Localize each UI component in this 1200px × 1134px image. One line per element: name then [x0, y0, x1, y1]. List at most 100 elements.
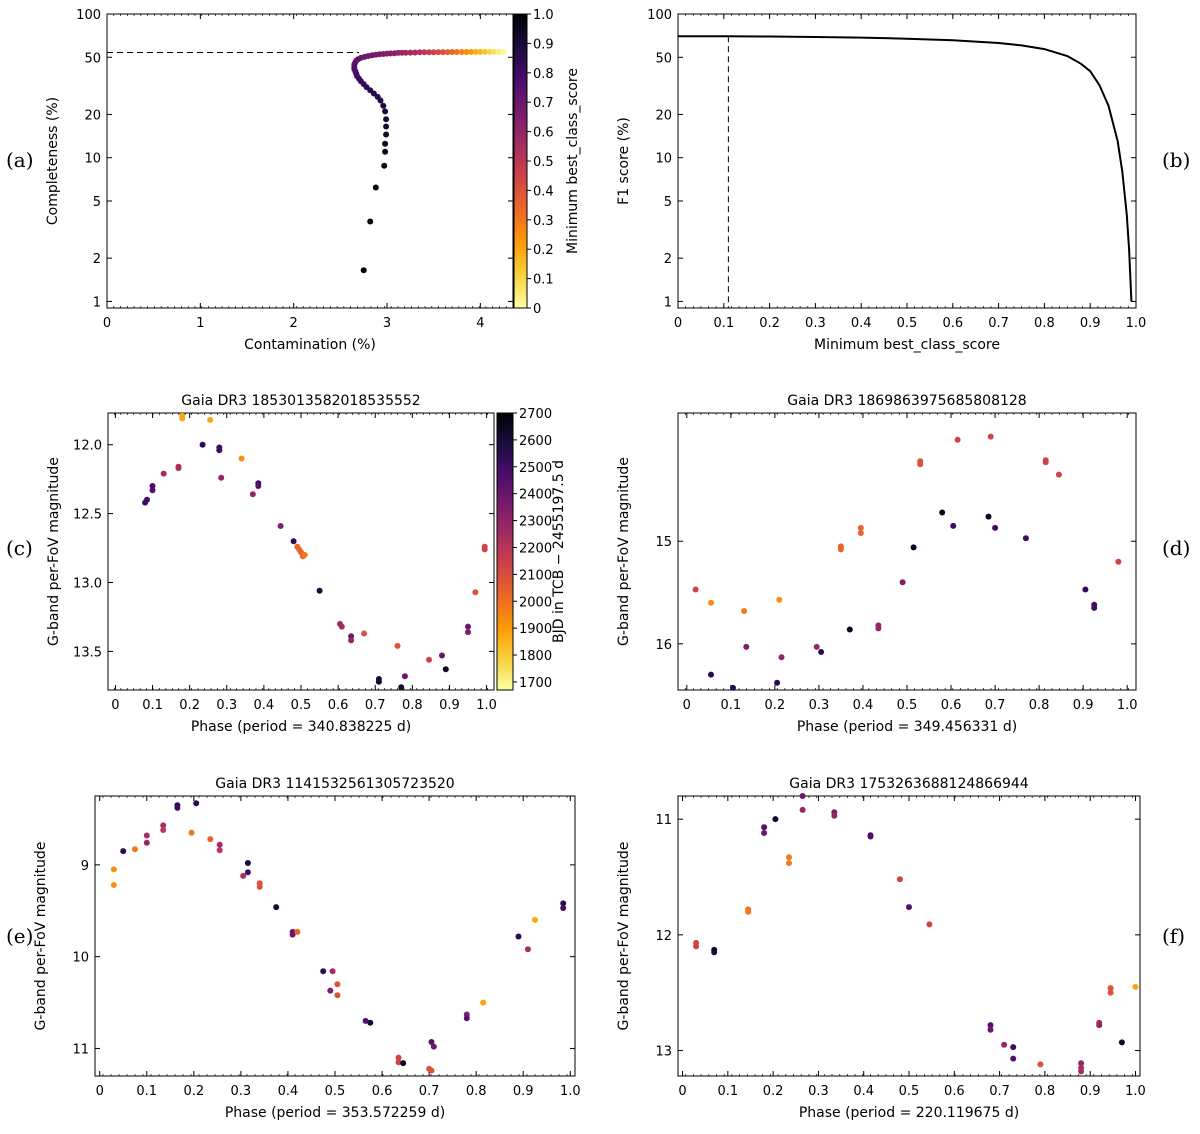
y-tick-label: 5	[664, 195, 672, 210]
x-tick-label: 0.8	[466, 1084, 487, 1099]
chart-e: 0 0.1 0.2 0.3 0.4 0.5 0.6 0.7 0.8 0.9 1.0 9 10 11 Phas…	[33, 776, 581, 1121]
y-axis-label: Completeness (%)	[45, 97, 61, 225]
data-point	[910, 544, 917, 551]
data-point	[708, 671, 714, 678]
data-point	[329, 968, 336, 975]
data-point	[778, 654, 785, 661]
data-point	[857, 530, 864, 536]
data-point	[463, 49, 470, 55]
data-point	[831, 812, 838, 819]
data-point	[515, 933, 522, 940]
x-tick-label: 0.4	[853, 698, 874, 713]
data-point	[1001, 1041, 1008, 1048]
data-point	[362, 1017, 369, 1024]
y-tick-label: 11	[655, 813, 672, 828]
data-point	[837, 546, 844, 553]
x-tick-label: 2	[290, 316, 298, 331]
x-tick-label: 0.2	[183, 1084, 204, 1099]
data-point	[207, 836, 214, 843]
data-point	[987, 433, 994, 440]
data-point	[218, 474, 225, 481]
data-point	[439, 652, 445, 659]
y-tick-label: 1	[664, 295, 672, 310]
x-tick-label: 0.6	[944, 1084, 965, 1099]
data-point	[711, 949, 718, 956]
data-point	[238, 455, 245, 462]
data-point	[857, 524, 864, 531]
data-point	[199, 441, 206, 448]
chart-c: 0 0.1 0.2 0.3 0.4 0.5 0.6 0.7 0.8 0.9 1.0 12.0 12.5 1…	[46, 393, 567, 735]
data-point	[449, 49, 456, 55]
data-point	[444, 49, 451, 56]
data-point	[361, 630, 368, 637]
x-tick-label: 0.7	[989, 1084, 1010, 1099]
colorbar-tick-label: 2200	[519, 541, 552, 556]
data-point	[143, 839, 150, 846]
x-tick-label: 0.7	[985, 698, 1006, 713]
x-tick-label: 1.0	[1125, 1084, 1146, 1099]
y-tick-label: 13.5	[73, 645, 102, 660]
data-point	[524, 946, 531, 953]
y-tick-label: 10	[84, 152, 101, 167]
data-point	[395, 1054, 402, 1061]
x-tick-label: 0.2	[179, 698, 200, 713]
x-tick-label: 1.0	[560, 1084, 581, 1099]
data-point	[987, 1022, 994, 1029]
x-tick-label: 0.3	[231, 1084, 252, 1099]
data-point	[381, 162, 388, 169]
data-point	[372, 184, 379, 191]
colorbar-tick-label: 2600	[519, 434, 552, 449]
data-point	[255, 483, 262, 489]
data-point	[1115, 558, 1122, 565]
data-point	[316, 587, 323, 594]
x-tick-label: 0.8	[1035, 1084, 1056, 1099]
y-axis-label: F1 score (%)	[616, 117, 632, 205]
data-point	[1132, 983, 1139, 990]
data-point	[896, 876, 903, 883]
data-point	[120, 848, 127, 855]
data-point	[1055, 471, 1062, 478]
data-point	[416, 49, 423, 56]
data-point	[496, 48, 502, 55]
data-point	[143, 832, 150, 839]
y-tick-label: 12.0	[73, 439, 102, 454]
data-point	[776, 596, 783, 603]
data-point	[906, 904, 912, 911]
y-tick-label: 1	[93, 295, 101, 310]
y-tick-label: 50	[84, 51, 101, 66]
x-tick-label: 0.6	[328, 698, 349, 713]
data-point	[1078, 1060, 1085, 1067]
colorbar-tick-label: 0.9	[533, 37, 554, 52]
y-tick-label: 10	[655, 152, 672, 167]
panel-label-f: (f)	[1162, 924, 1185, 948]
x-tick-label: 0.5	[291, 698, 312, 713]
data-point	[465, 629, 471, 636]
data-point	[407, 49, 414, 56]
data-point	[1107, 985, 1114, 992]
x-tick-label: 0	[111, 698, 119, 713]
data-point	[207, 416, 214, 423]
data-point	[813, 643, 820, 650]
x-tick-label: 1.0	[1117, 698, 1138, 713]
plot-frame	[106, 13, 514, 309]
chart-title: Gaia DR3 1853013582018535552	[181, 393, 420, 409]
data-point	[301, 551, 308, 558]
x-tick-label: 0.4	[254, 698, 275, 713]
x-tick-label: 0.9	[513, 1084, 534, 1099]
x-tick-label: 0.9	[1073, 698, 1094, 713]
data-point	[289, 931, 296, 938]
x-tick-label: 0.6	[372, 1084, 393, 1099]
y-tick-label: 100	[76, 8, 101, 23]
data-point	[360, 267, 367, 274]
colorbar-tick-label: 0	[533, 302, 541, 317]
x-tick-label: 0.5	[897, 316, 918, 331]
data-point	[786, 860, 792, 867]
x-axis-label: Phase (period = 340.838225 d)	[191, 719, 411, 735]
y-tick-label: 13	[655, 1045, 672, 1060]
x-tick-label: 0.3	[808, 1084, 829, 1099]
data-point	[175, 463, 182, 470]
data-point	[216, 841, 223, 848]
data-point	[1091, 604, 1098, 611]
x-axis-label: Phase (period = 349.456331 d)	[797, 719, 1017, 735]
data-point	[1022, 535, 1029, 542]
